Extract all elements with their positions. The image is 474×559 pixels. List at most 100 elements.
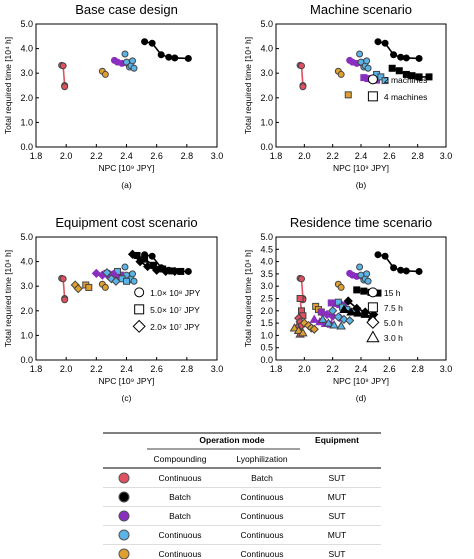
data-point: [309, 324, 319, 334]
y-tick-label: 4.0: [20, 257, 33, 267]
data-point: [317, 314, 328, 323]
panel-label: (d): [356, 393, 367, 403]
x-tick-label: 2.8: [181, 151, 194, 161]
data-point: [59, 275, 67, 283]
data-point: [390, 51, 398, 59]
data-point: [390, 264, 398, 272]
x-tick-label: 2.8: [181, 364, 194, 374]
data-point: [360, 287, 368, 295]
data-point: [374, 251, 382, 259]
row-equipment: SUT: [329, 473, 346, 483]
x-tick-label: 3.0: [211, 151, 224, 161]
series-5: [296, 295, 307, 320]
row-lyophilization: Continuous: [240, 549, 283, 559]
data-point: [364, 277, 372, 285]
legend-marker: [366, 330, 380, 343]
chart-title: Machine scenario: [310, 2, 412, 17]
x-tick-label: 2.0: [60, 151, 73, 161]
data-point: [184, 54, 192, 62]
row-color-marker: [118, 548, 130, 559]
row-compounding: Continuous: [158, 473, 201, 483]
data-point: [395, 67, 403, 75]
panel-label: (c): [122, 393, 132, 403]
row-compounding: Continuous: [158, 549, 201, 559]
y-axis-label: Total required time [10⁴ h]: [3, 250, 13, 347]
data-point: [309, 314, 320, 323]
table-sub-compounding: Compounding: [154, 454, 207, 464]
legend-table: Operation mode Equipment Compounding Lyophi…: [103, 432, 381, 559]
data-point: [363, 57, 371, 65]
data-point: [374, 38, 382, 46]
y-tick-label: 5.0: [20, 232, 33, 242]
y-axis-label: Total required time [10⁴ h]: [243, 250, 253, 347]
data-point: [296, 295, 304, 302]
y-tick-label: 0.0: [260, 355, 273, 365]
y-tick-label: 5.0: [260, 232, 273, 242]
data-point: [101, 70, 109, 78]
data-point: [161, 266, 171, 277]
data-point: [381, 252, 389, 260]
table-row: Batch Continuous SUT: [103, 510, 381, 526]
series-4: [334, 280, 345, 291]
y-tick-label: 2.0: [260, 306, 273, 316]
x-axis-label: NPC [10⁹ JPY]: [333, 163, 389, 173]
x-axis-label: NPC [10⁹ JPY]: [333, 376, 389, 386]
row-color-marker: [118, 472, 130, 484]
data-point: [322, 309, 332, 320]
table-row: Continuous Continuous SUT: [118, 548, 346, 559]
series-4: [98, 280, 109, 291]
data-point: [397, 53, 405, 61]
y-tick-label: 5.0: [260, 19, 273, 29]
legend-label: 5.0× 10⁷ JPY: [150, 305, 200, 315]
y-tick-label: 1.0: [260, 117, 273, 127]
legend-marker: [367, 91, 378, 102]
data-point: [328, 311, 338, 321]
panel-label: (a): [121, 180, 132, 190]
data-point: [299, 83, 307, 91]
y-tick-label: 0.0: [260, 142, 273, 152]
legend-marker: [134, 287, 145, 298]
row-lyophilization: Continuous: [240, 530, 283, 540]
series-8: [82, 281, 93, 291]
data-point: [356, 263, 364, 271]
data-point: [121, 50, 129, 58]
y-axis-label: Total required time [10⁴ h]: [243, 37, 253, 134]
y-tick-label: 3.0: [20, 68, 33, 78]
series-4: [98, 67, 109, 78]
series-4: [334, 67, 345, 78]
legend-label: 2 machines: [384, 75, 427, 85]
x-tick-label: 2.0: [60, 364, 73, 374]
chart-title: Base case design: [75, 2, 178, 17]
x-tick-label: 2.4: [120, 151, 133, 161]
chart-panel-4: Residence time scenario 1.8 2.0 2.2 2.4 2.6 2.…: [243, 215, 452, 403]
data-point: [152, 265, 162, 275]
data-point: [298, 62, 305, 70]
y-tick-label: 1.5: [260, 318, 273, 328]
y-tick-label: 5.0: [20, 19, 33, 29]
chart-panel-2: Machine scenario 1.8 2.0 2.2 2.4 2.6 2.8 3.0 0.0…: [243, 2, 452, 190]
y-tick-label: 3.5: [260, 269, 273, 279]
data-point: [364, 64, 372, 72]
series-1: [374, 38, 423, 62]
x-tick-label: 1.8: [270, 151, 283, 161]
row-color-marker: [118, 491, 130, 503]
legend-label: 7.5 h: [384, 303, 403, 313]
series-13: [328, 306, 355, 326]
series-0: [58, 61, 69, 91]
row-lyophilization: Continuous: [240, 492, 283, 502]
data-point: [323, 318, 334, 327]
data-point: [59, 62, 67, 70]
x-tick-label: 2.0: [298, 151, 311, 161]
data-point: [61, 83, 69, 91]
row-color-marker: [118, 510, 130, 522]
data-point: [171, 54, 179, 62]
data-point: [336, 321, 346, 330]
x-axis-label: NPC [10⁹ JPY]: [98, 163, 154, 173]
x-tick-label: 1.8: [270, 364, 283, 374]
data-point: [61, 296, 69, 304]
x-axis-label: NPC [10⁹ JPY]: [98, 376, 154, 386]
data-point: [127, 249, 138, 259]
row-color-marker: [118, 529, 130, 541]
data-point: [360, 309, 371, 318]
